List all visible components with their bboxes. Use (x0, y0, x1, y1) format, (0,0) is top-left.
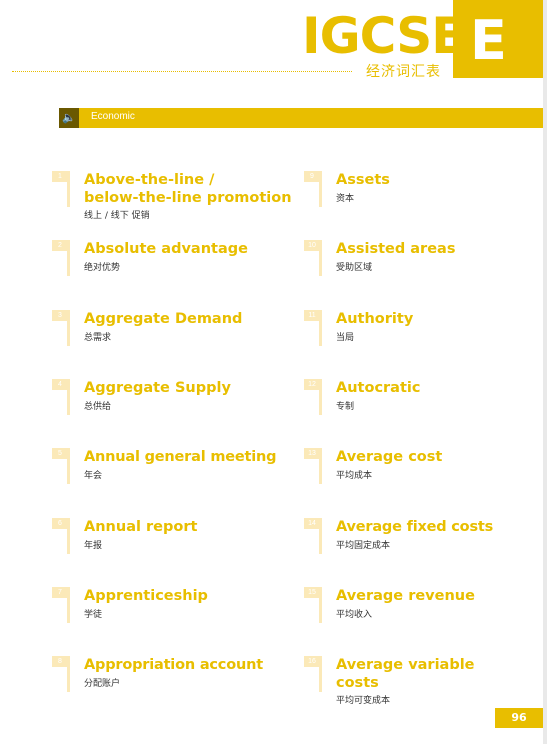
page-number: 96 (495, 708, 543, 728)
entry-number: 6 (52, 518, 68, 529)
entry-term: Authority (336, 311, 414, 327)
entry-translation: 学徒 (84, 610, 103, 620)
entry-number: 8 (52, 656, 68, 667)
entry-number: 3 (52, 310, 68, 321)
entry-term: Aggregate Demand (84, 311, 243, 327)
entry-term: Appropriation account (84, 657, 263, 673)
entry-term: Average revenue (336, 588, 475, 604)
entry-translation: 线上 / 线下 促销 (84, 211, 150, 221)
entry-marker (67, 379, 70, 415)
section-bar (59, 108, 543, 128)
entry-translation: 绝对优势 (84, 263, 121, 273)
entry-marker (319, 310, 322, 346)
entry-term: Absolute advantage (84, 241, 248, 257)
entry-translation: 总供给 (84, 402, 112, 412)
letter-tab (453, 0, 543, 78)
entry-translation: 当局 (336, 333, 355, 343)
entry-translation: 总需求 (84, 333, 112, 343)
entry-term: Assisted areas (336, 241, 456, 257)
entry-translation: 年报 (84, 541, 103, 551)
entry-translation: 分配账户 (84, 679, 121, 689)
entry-marker (319, 518, 322, 554)
entry-number: 14 (304, 518, 320, 529)
entry-translation: 资本 (336, 194, 355, 204)
page-title: IGCSE (302, 7, 465, 65)
entry-marker (67, 448, 70, 484)
entry-translation: 平均可变成本 (336, 696, 391, 706)
entry-term: Average fixed costs (336, 519, 494, 535)
entry-translation: 受助区域 (336, 263, 373, 273)
entry-number: 15 (304, 587, 320, 598)
section-label: Economic (91, 111, 135, 122)
entry-marker (67, 656, 70, 692)
entry-term: Average cost (336, 449, 443, 465)
page-edge (543, 0, 547, 744)
entry-number: 12 (304, 379, 320, 390)
entry-number: 7 (52, 587, 68, 598)
entry-number: 4 (52, 379, 68, 390)
entry-marker (319, 240, 322, 276)
entry-number: 9 (304, 171, 320, 182)
entry-number: 1 (52, 171, 68, 182)
entry-marker (67, 310, 70, 346)
entry-term: Average variable costs (336, 657, 475, 691)
section-letter: E (470, 9, 507, 72)
entry-term: Annual report (84, 519, 198, 535)
entry-number: 10 (304, 240, 320, 251)
entry-marker (67, 518, 70, 554)
entry-term: Autocratic (336, 380, 421, 396)
entry-term: Above-the-line / below-the-line promotio… (84, 172, 292, 206)
entry-number: 13 (304, 448, 320, 459)
entry-marker (319, 587, 322, 623)
entry-marker (67, 587, 70, 623)
entry-number: 2 (52, 240, 68, 251)
dotted-divider (12, 71, 352, 72)
entry-term: Aggregate Supply (84, 380, 231, 396)
entry-term: Apprenticeship (84, 588, 208, 604)
entry-translation: 平均收入 (336, 610, 373, 620)
entry-term: Annual general meeting (84, 449, 277, 465)
entry-translation: 平均成本 (336, 471, 373, 481)
entry-marker (319, 448, 322, 484)
entry-marker (319, 171, 322, 207)
entry-marker (319, 656, 322, 692)
entry-term: Assets (336, 172, 390, 188)
entry-translation: 专制 (336, 402, 355, 412)
speaker-icon[interactable]: 🔈 (59, 108, 79, 128)
entry-number: 5 (52, 448, 68, 459)
entry-marker (319, 379, 322, 415)
entry-marker (67, 240, 70, 276)
entry-translation: 平均固定成本 (336, 541, 391, 551)
entry-marker (67, 171, 70, 207)
entry-number: 11 (304, 310, 320, 321)
entry-translation: 年会 (84, 471, 103, 481)
page-subtitle: 经济词汇表 (366, 64, 441, 80)
entry-number: 16 (304, 656, 320, 667)
